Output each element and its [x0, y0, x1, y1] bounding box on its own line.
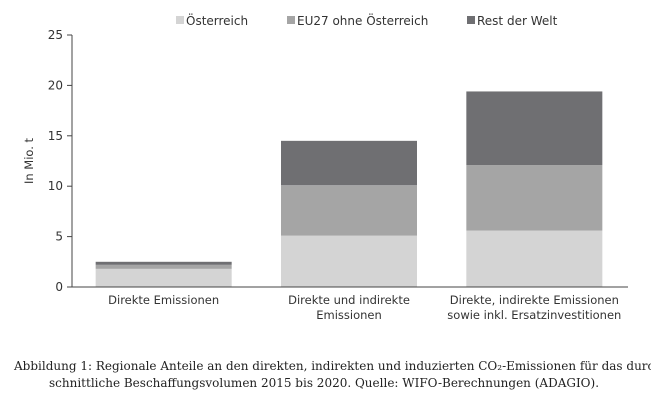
- bar-segment: [281, 235, 417, 287]
- legend: Österreich EU27 ohne Österreich Rest der W…: [176, 12, 558, 28]
- legend-label: Österreich: [186, 12, 248, 28]
- category-label: Direkte, indirekte Emissionen: [450, 293, 619, 307]
- bar-segment: [281, 185, 417, 236]
- y-tick-label: 5: [55, 230, 63, 244]
- bar-segment: [95, 268, 232, 287]
- y-axis-title: In Mio. t: [22, 137, 36, 184]
- bar-segment: [466, 91, 603, 166]
- legend-label: EU27 ohne Österreich: [297, 12, 428, 28]
- legend-swatch: [467, 16, 475, 24]
- bar-segment: [281, 140, 417, 186]
- category-label: Direkte und indirekte: [288, 293, 410, 307]
- bars: [95, 91, 603, 287]
- category-label: Emissionen: [316, 308, 382, 322]
- x-axis-labels: Direkte Emissionen Direkte und indirekteE…: [108, 293, 621, 322]
- caption-line-1: Abbildung 1: Regionale Anteile an den di…: [14, 359, 651, 373]
- y-tick-label: 15: [48, 129, 63, 143]
- bar-segment: [95, 264, 232, 269]
- y-tick-label: 20: [48, 78, 63, 92]
- figure-caption: Abbildung 1: Regionale Anteile an den di…: [14, 358, 651, 392]
- caption-line-2: schnittliche Beschaffungsvolumen 2015 bi…: [49, 376, 600, 390]
- y-axis: 0 5 10 15 20 25: [48, 28, 73, 294]
- stacked-bar-chart: Österreich EU27 ohne Österreich Rest der W…: [22, 12, 628, 322]
- bar-segment: [466, 165, 603, 231]
- y-tick-label: 10: [48, 179, 63, 193]
- bar-segment: [95, 261, 232, 265]
- category-label: sowie inkl. Ersatzinvestitionen: [447, 308, 621, 322]
- category-label: Direkte Emissionen: [108, 293, 219, 307]
- y-tick-label: 0: [55, 280, 63, 294]
- bar-segment: [466, 230, 603, 287]
- legend-label: Rest der Welt: [477, 14, 558, 28]
- legend-swatch: [176, 16, 184, 24]
- legend-swatch: [287, 16, 295, 24]
- y-tick-label: 25: [48, 28, 63, 42]
